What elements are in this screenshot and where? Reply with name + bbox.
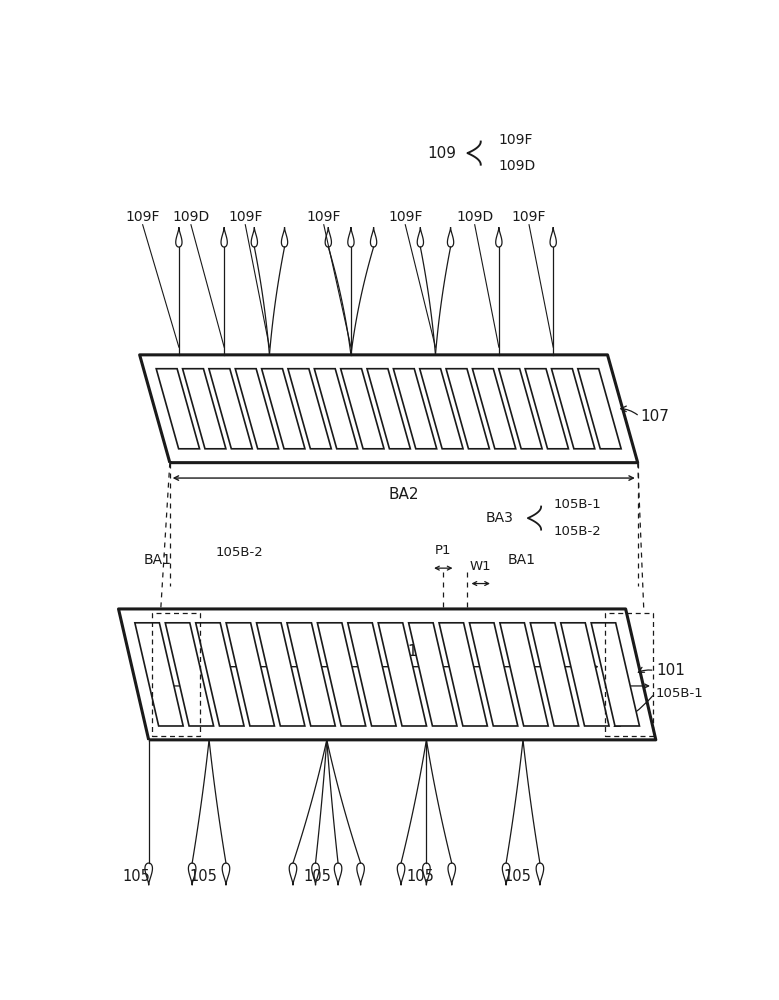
- Polygon shape: [209, 369, 252, 449]
- Polygon shape: [552, 369, 595, 449]
- Text: 105: 105: [503, 869, 531, 884]
- Text: 109F: 109F: [306, 210, 341, 224]
- Polygon shape: [157, 369, 199, 449]
- Polygon shape: [165, 623, 213, 726]
- Text: 105B-2: 105B-2: [553, 525, 601, 538]
- Polygon shape: [591, 623, 640, 726]
- Text: 105: 105: [122, 869, 150, 884]
- Polygon shape: [262, 369, 305, 449]
- Text: 107: 107: [640, 409, 670, 424]
- Text: 105B-1: 105B-1: [656, 687, 703, 700]
- Polygon shape: [499, 369, 542, 449]
- Polygon shape: [393, 369, 437, 449]
- Polygon shape: [314, 369, 358, 449]
- Text: P1: P1: [435, 544, 452, 557]
- Polygon shape: [525, 369, 569, 449]
- Polygon shape: [256, 623, 305, 726]
- Polygon shape: [578, 369, 621, 449]
- Text: 105: 105: [304, 869, 332, 884]
- Polygon shape: [500, 623, 548, 726]
- Polygon shape: [446, 369, 489, 449]
- Polygon shape: [182, 369, 226, 449]
- Text: 109D: 109D: [499, 159, 536, 173]
- Polygon shape: [530, 623, 579, 726]
- Polygon shape: [420, 369, 463, 449]
- Polygon shape: [367, 369, 411, 449]
- Text: 101: 101: [656, 663, 685, 678]
- Polygon shape: [135, 623, 183, 726]
- Polygon shape: [226, 623, 274, 726]
- Polygon shape: [196, 623, 244, 726]
- Text: 109F: 109F: [499, 133, 534, 147]
- Text: BA1: BA1: [387, 644, 418, 659]
- Polygon shape: [439, 623, 488, 726]
- Text: 105: 105: [407, 869, 435, 884]
- Text: 109D: 109D: [172, 210, 210, 224]
- Text: 109F: 109F: [388, 210, 422, 224]
- Polygon shape: [409, 623, 457, 726]
- Text: 109F: 109F: [125, 210, 160, 224]
- Text: 105B-2: 105B-2: [215, 546, 263, 559]
- Polygon shape: [347, 623, 396, 726]
- Text: W1: W1: [470, 560, 492, 573]
- Polygon shape: [470, 623, 518, 726]
- Text: 105B-1: 105B-1: [553, 498, 601, 512]
- Text: BA2: BA2: [389, 487, 419, 502]
- Text: BA3: BA3: [486, 511, 514, 525]
- Polygon shape: [287, 623, 335, 726]
- Text: 109F: 109F: [512, 210, 546, 224]
- Polygon shape: [317, 623, 365, 726]
- Polygon shape: [379, 623, 427, 726]
- Text: 109: 109: [428, 146, 456, 161]
- Text: BA1: BA1: [508, 553, 536, 567]
- Polygon shape: [288, 369, 331, 449]
- Polygon shape: [340, 369, 384, 449]
- Polygon shape: [561, 623, 609, 726]
- Text: 109F: 109F: [228, 210, 263, 224]
- Text: BA1: BA1: [144, 553, 171, 567]
- Text: 109D: 109D: [456, 210, 493, 224]
- Polygon shape: [235, 369, 279, 449]
- Text: 105: 105: [189, 869, 217, 884]
- Polygon shape: [472, 369, 516, 449]
